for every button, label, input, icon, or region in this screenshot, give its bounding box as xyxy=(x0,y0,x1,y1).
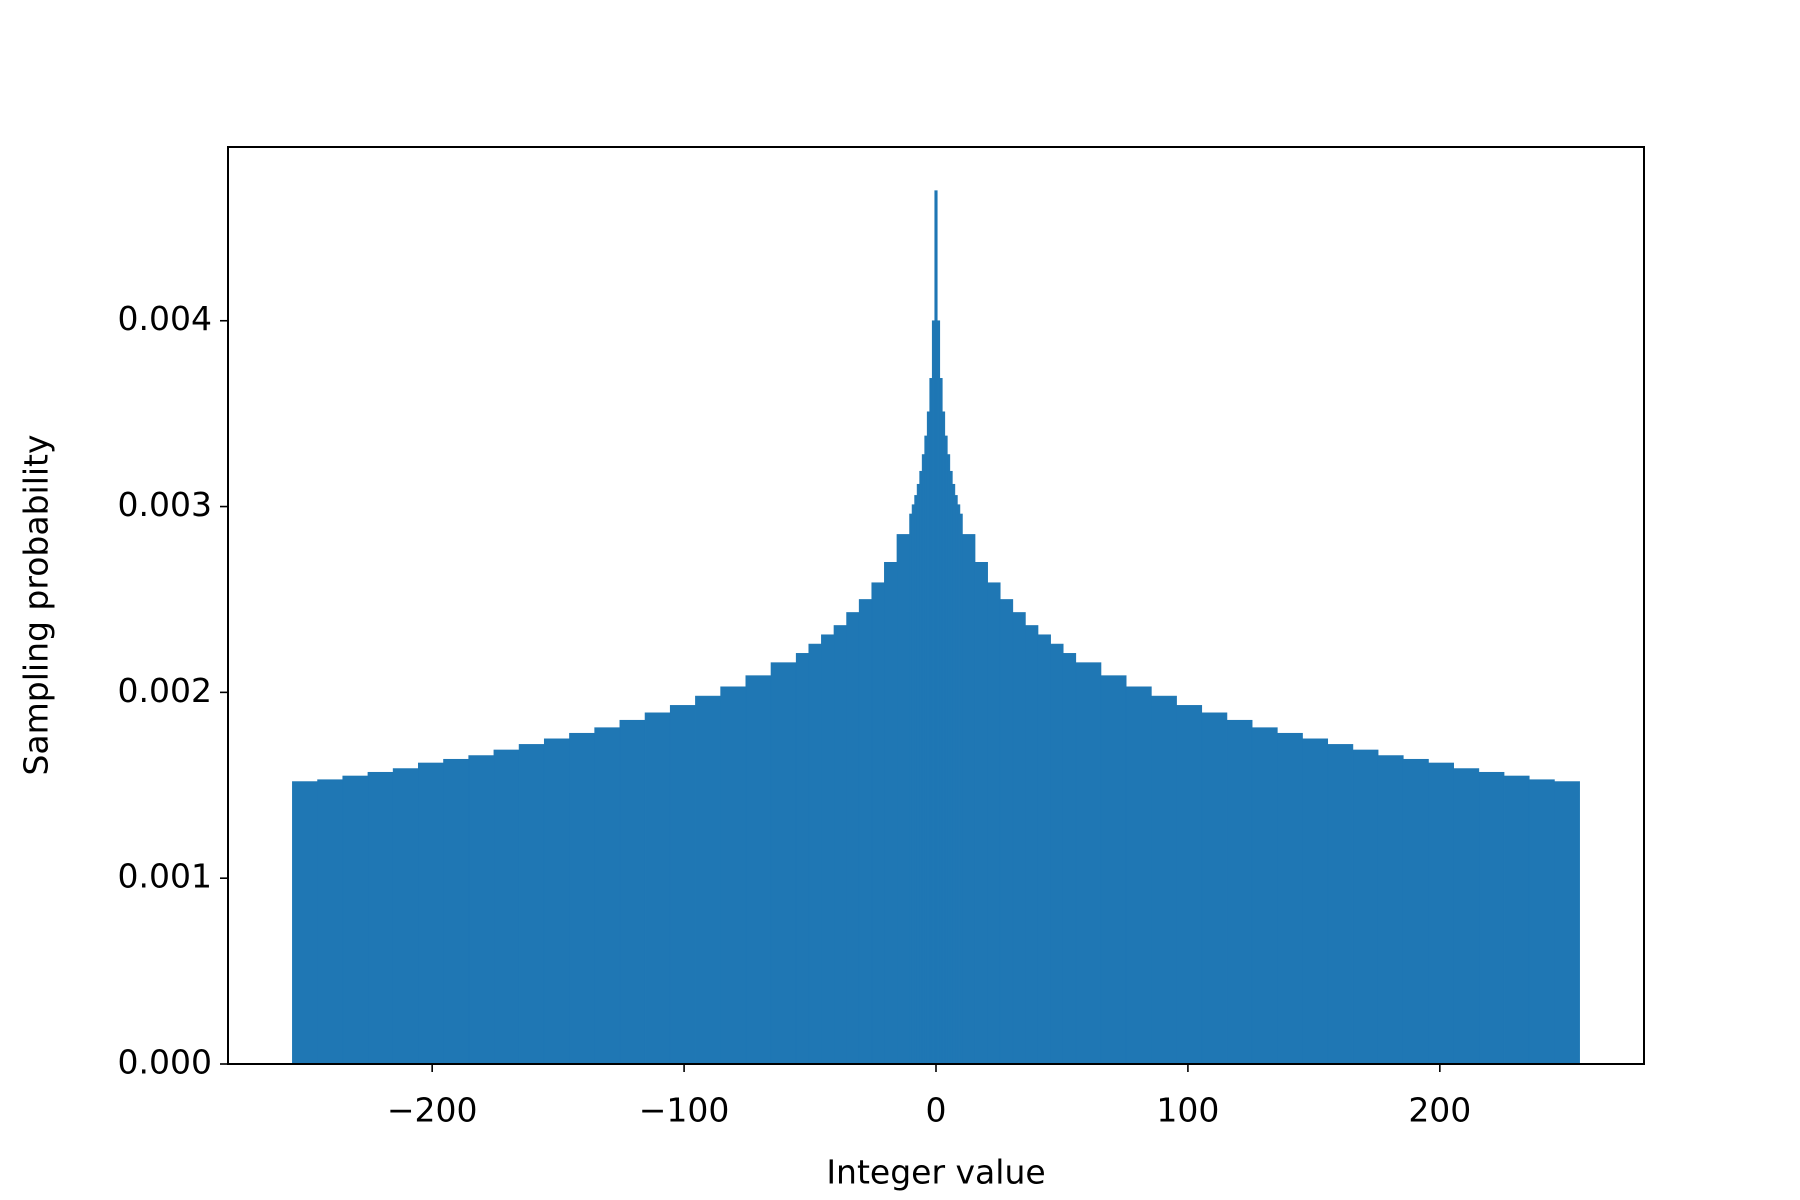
histogram-bar xyxy=(909,513,913,1065)
y-tick-label: 0.004 xyxy=(118,299,212,338)
histogram-bar xyxy=(911,504,915,1065)
y-tick-label: 0.000 xyxy=(118,1043,212,1082)
y-axis-label: Sampling probability xyxy=(17,434,56,775)
histogram-bar xyxy=(1554,781,1580,1065)
histogram-bar xyxy=(884,561,898,1065)
x-tick-label: 0 xyxy=(926,1091,947,1130)
histogram-bar xyxy=(896,534,910,1065)
histogram-bar xyxy=(914,495,918,1065)
histogram-bar xyxy=(846,612,860,1065)
histogram-bar xyxy=(745,675,772,1065)
histogram-bar xyxy=(858,599,873,1065)
histogram-bar xyxy=(367,771,394,1065)
histogram-bar xyxy=(770,662,797,1065)
histogram-bar xyxy=(543,738,570,1065)
histogram-bar xyxy=(1352,749,1379,1065)
histogram-bar xyxy=(1037,634,1051,1065)
y-tick-label: 0.003 xyxy=(118,485,212,524)
histogram-bar xyxy=(1402,758,1429,1065)
histogram-bar xyxy=(934,190,938,1065)
histogram-bar xyxy=(669,705,696,1065)
histogram-bar xyxy=(999,599,1014,1065)
histogram-bar xyxy=(936,320,941,1065)
histogram-bar xyxy=(644,712,671,1065)
histogram-bar xyxy=(808,643,822,1065)
histogram-bar xyxy=(292,781,318,1065)
histogram-bar xyxy=(1125,686,1152,1065)
histogram-bar xyxy=(342,775,369,1065)
histogram-bar xyxy=(1012,612,1026,1065)
histogram-bar xyxy=(569,732,595,1065)
x-tick-label: 200 xyxy=(1408,1091,1471,1130)
histogram-bar xyxy=(418,762,444,1065)
histogram-bar xyxy=(1176,705,1203,1065)
histogram-bar xyxy=(392,768,419,1065)
histogram-bar xyxy=(944,435,948,1065)
y-tick-label: 0.001 xyxy=(118,857,212,896)
histogram-bar xyxy=(916,483,920,1065)
histogram-bar xyxy=(619,719,646,1065)
histogram-bar xyxy=(833,625,847,1065)
histogram-bar xyxy=(1327,744,1354,1065)
histogram-bar xyxy=(1226,719,1253,1065)
histogram-bar xyxy=(1100,675,1127,1065)
histogram-bar xyxy=(1428,762,1454,1065)
x-tick-label: 100 xyxy=(1156,1091,1219,1130)
histogram-bar xyxy=(1075,662,1102,1065)
histogram-bar xyxy=(468,755,495,1065)
histogram-bar xyxy=(919,470,923,1065)
histogram-bar xyxy=(795,653,810,1065)
histogram-bar xyxy=(1151,695,1177,1065)
histogram-bar xyxy=(929,378,933,1065)
histogram-bar xyxy=(443,758,470,1065)
histogram-bar xyxy=(317,779,344,1065)
histogram-bar xyxy=(949,470,953,1065)
histogram-bar xyxy=(926,411,931,1065)
histogram-bar xyxy=(518,744,545,1065)
histogram-bar xyxy=(1302,738,1329,1065)
x-tick-label: −100 xyxy=(639,1091,730,1130)
histogram-bar xyxy=(921,454,925,1065)
histogram-bar xyxy=(931,320,936,1065)
histogram-bar xyxy=(1453,768,1480,1065)
histogram-bar xyxy=(962,534,976,1065)
histogram-bar xyxy=(954,495,958,1065)
histogram-bar xyxy=(821,634,835,1065)
x-axis-label: Integer value xyxy=(826,1153,1045,1192)
histogram-bar xyxy=(1377,755,1404,1065)
histogram-bar xyxy=(1050,643,1064,1065)
histogram-bar xyxy=(1478,771,1505,1065)
histogram-bar xyxy=(924,435,928,1065)
histogram-bar xyxy=(947,454,951,1065)
histogram-bar xyxy=(957,504,961,1065)
histogram-bar xyxy=(1528,779,1555,1065)
histogram-bar xyxy=(959,513,963,1065)
y-tick-label: 0.002 xyxy=(118,671,212,710)
histogram-bar xyxy=(493,749,520,1065)
plot-frame xyxy=(227,146,1645,1065)
histogram-bar xyxy=(720,686,747,1065)
histogram-bar xyxy=(1062,653,1077,1065)
histogram-bar xyxy=(941,411,946,1065)
histogram-bar xyxy=(939,378,943,1065)
histogram-bar xyxy=(1251,727,1278,1065)
histogram-bar xyxy=(1201,712,1228,1065)
histogram-bar xyxy=(974,561,988,1065)
histogram-bar xyxy=(871,582,885,1065)
histogram-bar xyxy=(987,582,1001,1065)
histogram-bar xyxy=(1025,625,1039,1065)
x-tick-label: −200 xyxy=(387,1091,478,1130)
histogram-bar xyxy=(952,483,956,1065)
histogram-bar xyxy=(1503,775,1530,1065)
histogram-bar xyxy=(594,727,621,1065)
histogram-bar xyxy=(695,695,721,1065)
histogram-bar xyxy=(1277,732,1303,1065)
